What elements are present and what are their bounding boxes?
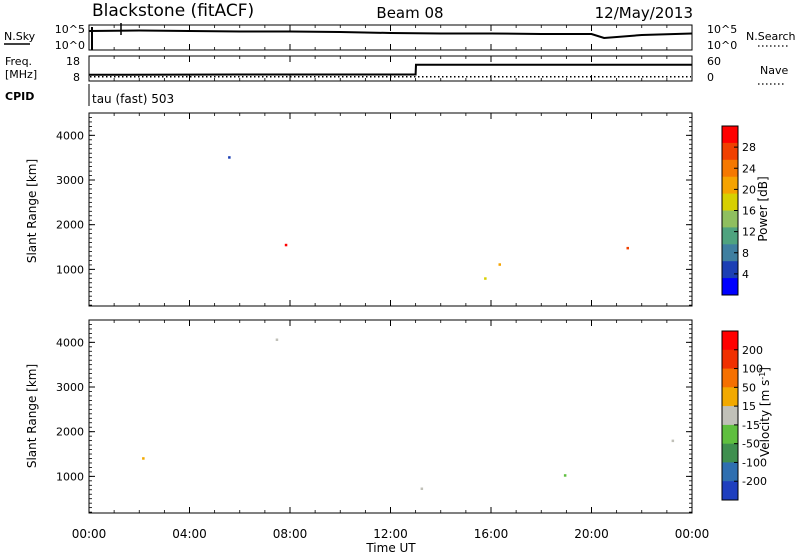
time-tick-label: 08:00 [273, 527, 308, 541]
velocity-scatter [142, 338, 675, 490]
y-tick-label: 3000 [56, 381, 84, 394]
colorbar-tick-label: 200 [742, 344, 763, 357]
nave-tick-low: 0 [707, 71, 714, 84]
echo-cell [563, 474, 567, 477]
colorbar-tick-label: 20 [742, 183, 756, 196]
colorbar-segment [722, 210, 738, 228]
noise-tick-right-low: 10^0 [707, 39, 737, 52]
noise-panel: N.Sky 10^5 10^0 10^5 10^0 N.Search [4, 23, 796, 52]
y-tick-label: 2000 [56, 426, 84, 439]
colorbar-segment [722, 406, 738, 426]
power-panel: 1000 2000 3000 4000 Slant Range [km] 28 24 20… [25, 112, 770, 307]
freq-tick-low: 8 [73, 71, 80, 84]
colorbar-tick-label: 24 [742, 162, 756, 175]
echo-cell [228, 156, 231, 159]
echo-cell [420, 487, 424, 490]
colorbar-frame [721, 330, 739, 501]
colorbar-segment [722, 244, 738, 262]
time-tick-label: 04:00 [172, 527, 207, 541]
colorbar-segment [722, 443, 738, 463]
time-axis-label: Time UT [365, 541, 416, 554]
time-tick-label: 00:00 [675, 527, 710, 541]
velocity-ylabel: Slant Range [km] [25, 364, 39, 468]
echo-cell [284, 243, 288, 247]
y-tick-label: 1000 [56, 263, 84, 276]
nsearch-label: N.Search [746, 30, 796, 43]
velocity-panel: 1000 2000 3000 4000 Slant Range [km] 200 100… [25, 319, 773, 514]
colorbar-segment [722, 331, 738, 351]
nave-label: Nave [760, 64, 788, 77]
velocity-panel-frame [88, 319, 693, 514]
nsky-label: N.Sky [4, 30, 36, 43]
echo-cell [626, 246, 629, 250]
colorbar-tick-label: 15 [742, 400, 756, 413]
colorbar-tick-label: 50 [742, 381, 756, 394]
noise-tick-high: 10^5 [55, 23, 85, 36]
colorbar-segment [722, 176, 738, 195]
power-scatter [228, 156, 629, 280]
colorbar-tick-label: -100 [742, 456, 767, 469]
freq-label: Freq. [5, 55, 32, 68]
colorbar-tick-label: 8 [742, 247, 749, 260]
y-tick-label: 4000 [56, 129, 84, 142]
noise-tick-low: 10^0 [55, 39, 85, 52]
colorbar-segment [722, 227, 738, 245]
echo-cell [671, 439, 675, 443]
echo-cell [142, 457, 145, 460]
colorbar-segment [722, 387, 738, 407]
colorbar-segment [722, 261, 738, 279]
time-tick-label: 12:00 [373, 527, 408, 541]
colorbar-segment [722, 278, 738, 296]
colorbar-segment [722, 349, 738, 370]
velocity-colorbar: 200 100 50 15 -15 -50 -100 -200 [721, 330, 767, 501]
station-title: Blackstone (fitACF) [92, 1, 254, 21]
noise-tick-right-high: 10^5 [707, 23, 737, 36]
power-ylabel: Slant Range [km] [25, 159, 39, 263]
y-tick-label: 3000 [56, 174, 84, 187]
colorbar-tick-label: 100 [742, 363, 763, 376]
colorbar-tick-label: 12 [742, 226, 756, 239]
time-tick-label: 20:00 [574, 527, 609, 541]
colorbar-segment [722, 159, 738, 178]
colorbar-tick-label: 16 [742, 205, 756, 218]
colorbar-tick-label: -15 [742, 419, 760, 432]
y-tick-label: 1000 [56, 470, 84, 483]
colorbar-segment [722, 142, 738, 161]
colorbar-tick-label: -50 [742, 438, 760, 451]
y-tick-label: 2000 [56, 219, 84, 232]
colorbar-segment [722, 462, 738, 482]
freq-panel: Freq. [MHz] 18 8 60 0 Nave [5, 55, 788, 85]
echo-cell [484, 277, 487, 280]
nsky-series-line [88, 29, 693, 40]
echo-cell [275, 338, 279, 341]
time-axis: 00:00 04:00 08:00 12:00 16:00 20:00 00:00 [72, 25, 710, 541]
freq-series-line [88, 63, 692, 76]
velocity-colorbar-label: Velocity [m s-1] [758, 367, 773, 457]
colorbar-tick-label: 4 [742, 268, 749, 281]
colorbar-segment [722, 368, 738, 388]
nave-tick-high: 60 [707, 55, 721, 68]
time-tick-label: 00:00 [72, 527, 107, 541]
echo-cell [498, 263, 501, 266]
power-colorbar: 28 24 20 16 12 8 4 [721, 125, 756, 296]
colorbar-segment [722, 193, 738, 211]
colorbar-tick-label: 28 [742, 141, 756, 154]
colorbar-tick-label: -200 [742, 475, 767, 488]
power-colorbar-label: Power [dB] [756, 176, 770, 241]
power-panel-frame [88, 112, 693, 307]
cpid-label: CPID [5, 90, 34, 103]
beam-title: Beam 08 [376, 4, 443, 22]
y-tick-label: 4000 [56, 336, 84, 349]
time-tick-label: 16:00 [474, 527, 509, 541]
colorbar-segment [722, 481, 738, 501]
date-title: 12/May/2013 [595, 4, 693, 22]
velocity-y-axis: 1000 2000 3000 4000 [56, 319, 692, 513]
colorbar-segment [722, 424, 738, 445]
power-y-axis: 1000 2000 3000 4000 [56, 112, 692, 306]
freq-tick-high: 18 [66, 55, 80, 68]
colorbar-segment [722, 126, 738, 144]
freq-unit: [MHz] [5, 68, 37, 81]
cpid-text: tau (fast) 503 [92, 92, 174, 106]
